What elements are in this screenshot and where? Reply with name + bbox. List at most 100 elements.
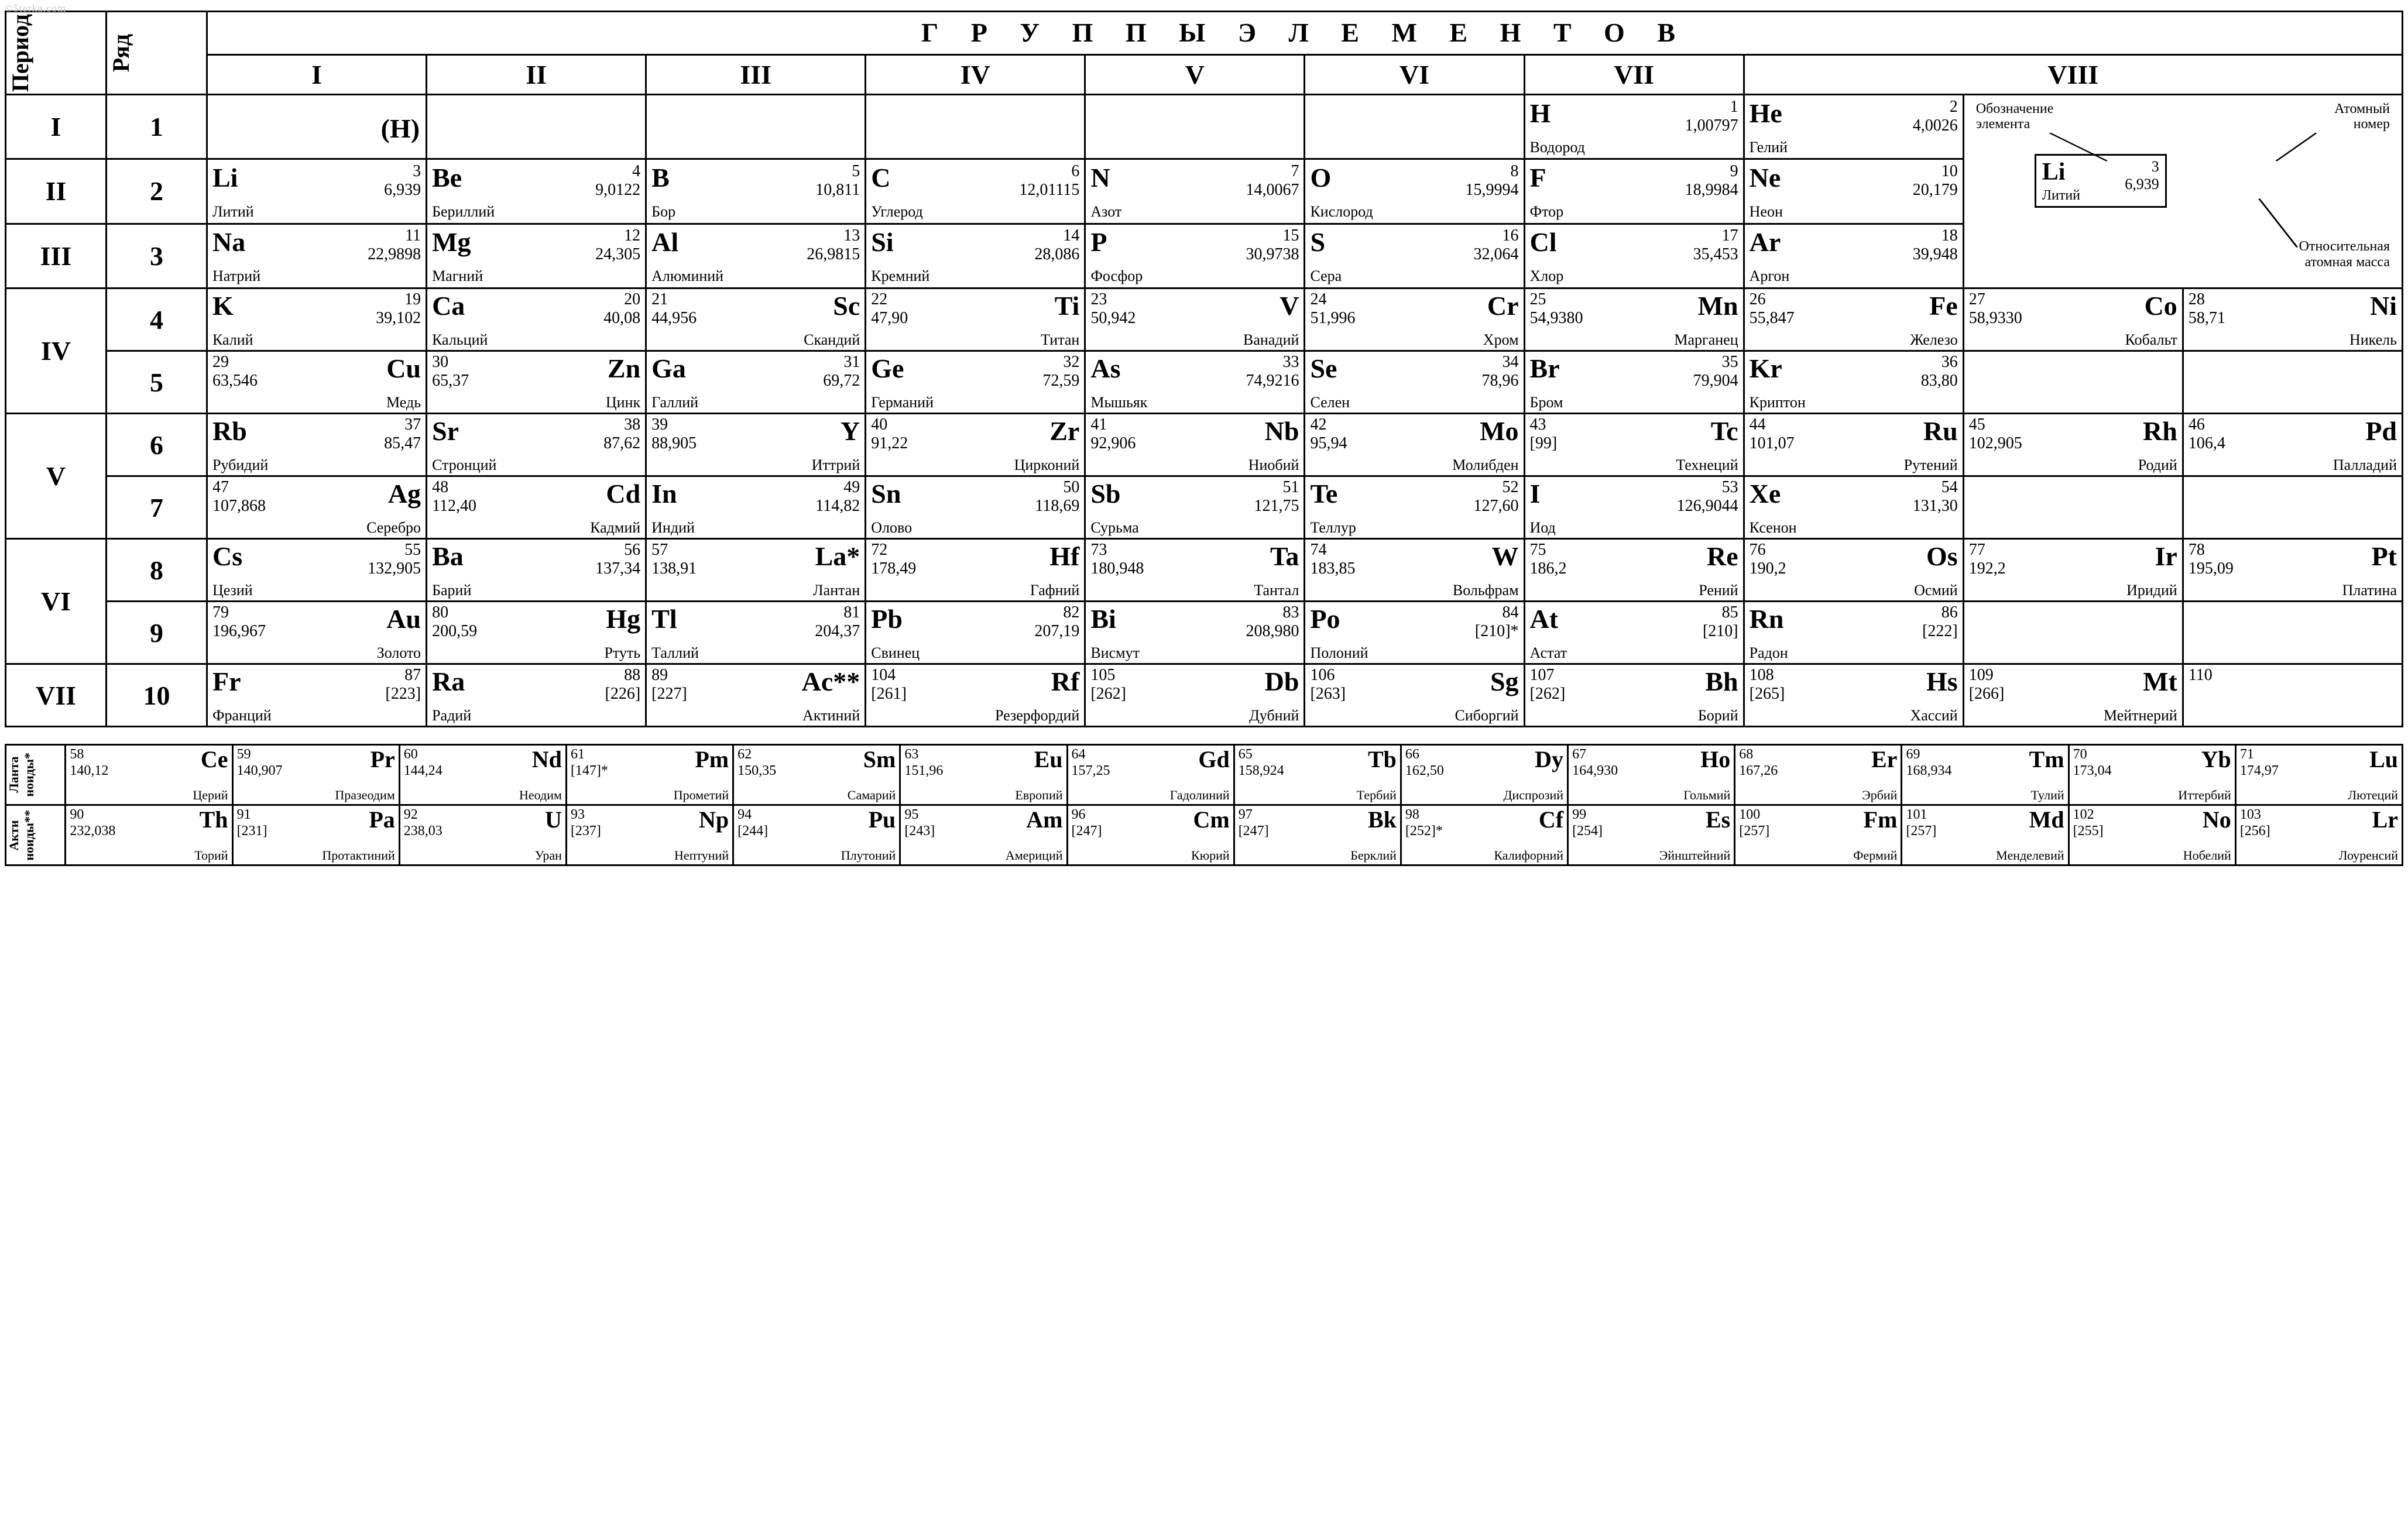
element-name: Алюминий (651, 267, 723, 285)
element-number: 27 (1969, 290, 1985, 309)
element-name: Рубидий (212, 456, 268, 474)
element-cell: As3374,9216Мышьяк (1086, 352, 1304, 413)
element-symbol: Au (386, 603, 421, 634)
series-table: Ланта ноиды* 58Ce140,12Церий59Pr140,907П… (5, 744, 2403, 866)
element-name: Эрбий (1862, 788, 1897, 803)
element-name: Тантал (1254, 582, 1299, 599)
element-number: 101 (1906, 807, 1927, 823)
element-name: Фтор (1530, 203, 1564, 221)
element-symbol: Cs (212, 541, 242, 572)
element-cell: 70Yb173,04Иттербий (2070, 746, 2235, 804)
element-name: Вольфрам (1453, 582, 1519, 599)
element-mass: [256] (2240, 823, 2270, 839)
empty-cell (1305, 97, 1523, 157)
element-name: Гафний (1030, 582, 1080, 599)
element-cell: Sn50118,69Олово (866, 477, 1084, 538)
element-cell: 66Dy162,50Диспрозий (1402, 746, 1567, 804)
element-cell: 61Pm[147]*Прометий (567, 746, 732, 804)
element-name: Лантан (813, 582, 860, 599)
element-cell: Rf104[261]Резерфордий (866, 665, 1084, 726)
element-cell: Cr2451,996Хром (1305, 289, 1523, 350)
element-symbol: Pt (2372, 541, 2397, 572)
empty-cell (1086, 97, 1304, 157)
element-name: Дубний (1249, 707, 1299, 724)
element-mass: [257] (1739, 823, 1769, 839)
element-symbol: Gd (1198, 746, 1229, 773)
element-number: 71 (2240, 747, 2254, 763)
element-symbol: Np (699, 806, 729, 833)
empty-cell (866, 97, 1084, 157)
element-symbol: Mg (432, 226, 471, 257)
element-symbol: Kr (1750, 353, 1782, 384)
element-name: Иттрий (812, 456, 860, 474)
element-symbol: Tc (1711, 415, 1738, 447)
element-cell: 64Gd157,25Гадолиний (1068, 746, 1233, 804)
element-symbol: Bk (1368, 806, 1397, 833)
element-number: 79 (212, 603, 229, 622)
element-cell: Ru44101,07Рутений (1745, 414, 1963, 475)
element-cell: Li36,939Литий (208, 161, 426, 222)
element-name: Серебро (366, 519, 421, 537)
element-number: 86 (1942, 603, 1958, 622)
element-symbol: Cd (606, 478, 640, 509)
element-name: Гелий (1750, 139, 1788, 156)
group-VI: VI (1305, 56, 1523, 94)
element-mass: 12,01115 (1019, 181, 1079, 200)
element-number: 38 (624, 415, 640, 434)
element-cell: I53126,9044Иод (1525, 477, 1743, 538)
element-name: Железо (1910, 331, 1957, 349)
element-mass: 207,19 (1034, 622, 1079, 641)
element-name: Теллур (1310, 519, 1356, 537)
element-mass: 15,9994 (1466, 181, 1519, 200)
element-symbol: Am (1026, 806, 1062, 833)
element-name: Тербий (1357, 788, 1397, 803)
element-cell: Ca2040,08Кальций (427, 289, 645, 350)
element-cell: Ar1839,948Аргон (1745, 225, 1963, 286)
element-mass: 180,948 (1090, 559, 1144, 578)
element-cell: Sb51121,75Сурьма (1086, 477, 1304, 538)
element-name: Кобальт (2125, 331, 2177, 349)
element-symbol: Nb (1265, 415, 1299, 447)
group-III: III (647, 56, 865, 94)
element-number: 36 (1942, 353, 1958, 372)
element-mass: 32,064 (1474, 245, 1519, 264)
element-number: 42 (1310, 415, 1326, 434)
watermark: ©5terka.com (5, 2, 66, 15)
element-mass: 79,904 (1693, 372, 1738, 390)
element-name: Магний (432, 267, 483, 285)
element-cell: Y3988,905Иттрий (647, 414, 865, 475)
element-mass: 167,26 (1739, 763, 1778, 779)
element-name: Борий (1698, 707, 1738, 724)
element-cell: Ir77192,2Иридий (1964, 540, 2182, 600)
period-I: I (6, 111, 105, 142)
header-row: Ряд (107, 34, 135, 72)
element-symbol: Eu (1034, 746, 1063, 773)
element-number: 48 (432, 478, 448, 497)
element-cell: He24,0026Гелий (1745, 97, 1963, 157)
element-mass: 72,59 (1042, 372, 1079, 390)
element-cell: Tl81204,37Таллий (647, 602, 865, 663)
element-mass: 183,85 (1310, 559, 1355, 578)
element-number: 34 (1503, 353, 1519, 372)
element-number: 18 (1942, 226, 1958, 245)
element-name: Титан (1041, 331, 1079, 349)
element-symbol: Pm (695, 746, 729, 773)
element-symbol: Hs (1926, 666, 1958, 697)
element-symbol: Fm (1864, 806, 1898, 833)
element-number: 41 (1090, 415, 1107, 434)
element-mass: 127,60 (1474, 497, 1519, 516)
element-cell: Ra88[226]Радий (427, 665, 645, 726)
element-mass: 85,47 (384, 434, 421, 453)
element-number: 89 (651, 666, 668, 685)
element-symbol: Bi (1090, 603, 1116, 634)
element-mass: 9,0122 (595, 181, 640, 200)
element-cell: Xe54131,30Ксенон (1745, 477, 1963, 538)
element-mass: 173,04 (2073, 763, 2112, 779)
element-name: Кальций (432, 331, 488, 349)
element-name: Нептуний (674, 848, 729, 863)
legend-number-label: Атомный номер (2334, 101, 2390, 132)
element-symbol: Dy (1535, 746, 1563, 773)
element-cell: 62Sm150,35Самарий (734, 746, 899, 804)
element-mass: [210] (1703, 622, 1738, 641)
element-name: Углерод (871, 203, 922, 221)
